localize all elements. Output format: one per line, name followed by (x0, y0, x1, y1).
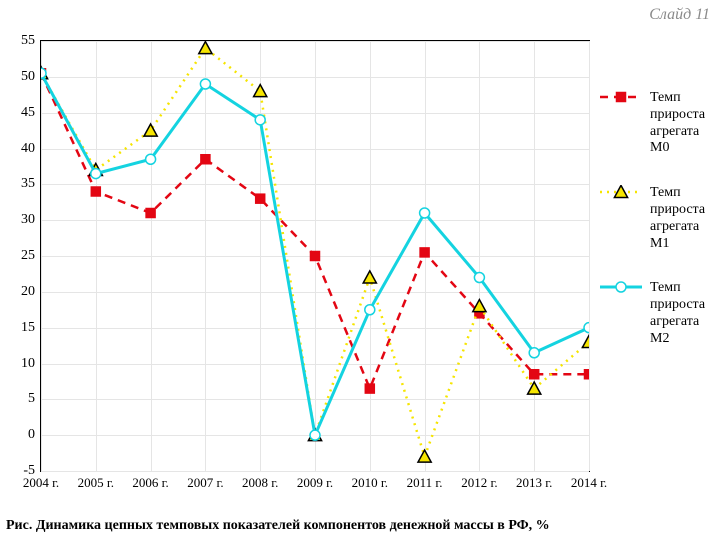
series-marker-M2 (474, 273, 484, 283)
series-marker-M0 (365, 384, 374, 393)
chart-svg-layer (41, 41, 589, 471)
slide-number: Слайд 11 (649, 6, 710, 24)
series-marker-M1 (363, 271, 376, 283)
series-marker-M2 (91, 169, 101, 179)
series-marker-M1 (418, 450, 431, 462)
series-marker-M0 (146, 209, 155, 218)
series-marker-M0 (530, 370, 539, 379)
legend-line-M2 (600, 286, 642, 288)
x-axis-tick-label: 2010 г. (352, 471, 388, 491)
x-axis-tick-label: 2004 г. (23, 471, 59, 491)
x-axis-tick-label: 2008 г. (242, 471, 278, 491)
series-marker-M0 (420, 248, 429, 257)
series-marker-M1 (582, 335, 589, 347)
series-marker-M2 (310, 430, 320, 440)
series-marker-M0 (585, 370, 590, 379)
legend: Темп прироста агрегата M0 Темп прироста а… (600, 90, 710, 376)
figure-caption: Рис. Динамика цепных темповых показателе… (6, 518, 714, 534)
legend-line-M0 (600, 96, 642, 98)
legend-item-M0: Темп прироста агрегата M0 (600, 90, 710, 157)
series-marker-M2 (255, 115, 265, 125)
legend-item-M2: Темп прироста агрегата M2 (600, 280, 710, 347)
series-marker-M0 (201, 155, 210, 164)
series-marker-M0 (91, 187, 100, 196)
x-axis-tick-label: 2005 г. (78, 471, 114, 491)
x-axis-tick-label: 2013 г. (516, 471, 552, 491)
series-marker-M0 (256, 194, 265, 203)
legend-label-M2: Темп прироста агрегата M2 (650, 280, 710, 347)
y-axis-tick-label: 35 (21, 176, 41, 192)
y-axis-tick-label: 10 (21, 356, 41, 372)
series-marker-M2 (41, 68, 46, 78)
series-marker-M2 (584, 323, 589, 333)
y-axis-tick-label: 40 (21, 141, 41, 157)
series-marker-M1 (473, 300, 486, 312)
y-axis-tick-label: 25 (21, 248, 41, 264)
x-axis-tick-label: 2006 г. (132, 471, 168, 491)
series-marker-M1 (254, 85, 267, 97)
x-axis-tick-label: 2011 г. (407, 471, 443, 491)
y-axis-tick-label: 0 (28, 427, 41, 443)
y-axis-tick-label: 55 (21, 33, 41, 49)
gridline-x (589, 41, 590, 471)
x-axis-tick-label: 2009 г. (297, 471, 333, 491)
x-axis-tick-label: 2014 г. (571, 471, 607, 491)
series-marker-M2 (365, 305, 375, 315)
series-marker-M2 (529, 348, 539, 358)
series-marker-M2 (146, 154, 156, 164)
series-line-M0 (41, 73, 589, 388)
y-axis-tick-label: 5 (28, 391, 41, 407)
x-axis-tick-label: 2007 г. (187, 471, 223, 491)
legend-label-M0: Темп прироста агрегата M0 (650, 90, 710, 157)
x-axis-tick-label: 2012 г. (461, 471, 497, 491)
series-marker-M1 (199, 42, 212, 54)
y-axis-tick-label: 15 (21, 320, 41, 336)
legend-line-M1 (600, 191, 642, 193)
y-axis-tick-label: 50 (21, 69, 41, 85)
series-marker-M2 (200, 79, 210, 89)
chart-plot-area: -505101520253035404550552004 г.2005 г.20… (40, 40, 590, 472)
series-marker-M0 (311, 252, 320, 261)
series-marker-M2 (420, 208, 430, 218)
y-axis-tick-label: 30 (21, 212, 41, 228)
y-axis-tick-label: 20 (21, 284, 41, 300)
series-marker-M1 (144, 124, 157, 136)
legend-item-M1: Темп прироста агрегата M1 (600, 185, 710, 252)
y-axis-tick-label: 45 (21, 105, 41, 121)
legend-label-M1: Темп прироста агрегата M1 (650, 185, 710, 252)
